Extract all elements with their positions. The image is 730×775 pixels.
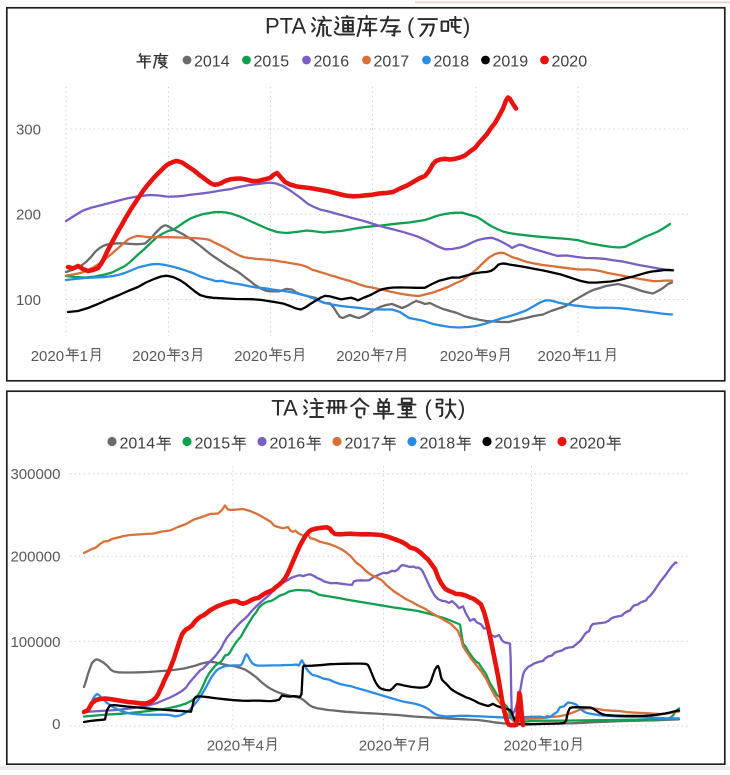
svg-text:2020: 2020: [440, 348, 473, 365]
svg-text:PTA: PTA: [265, 13, 306, 38]
svg-text:2020: 2020: [31, 348, 64, 365]
svg-text:0: 0: [52, 716, 60, 733]
svg-text:2014: 2014: [194, 53, 230, 70]
svg-text:7: 7: [385, 348, 393, 365]
svg-text:200: 200: [16, 207, 41, 224]
svg-text:(: (: [407, 13, 415, 38]
svg-text:2015: 2015: [195, 435, 231, 452]
svg-text:2020: 2020: [538, 348, 571, 365]
svg-text:300000: 300000: [10, 466, 60, 483]
svg-text:300: 300: [16, 121, 41, 138]
svg-text:2017: 2017: [374, 53, 410, 70]
svg-text:2020: 2020: [132, 348, 165, 365]
svg-text:2020: 2020: [359, 738, 392, 755]
svg-text:2016: 2016: [270, 435, 306, 452]
svg-text:10: 10: [552, 738, 569, 755]
svg-text:2019: 2019: [493, 53, 529, 70]
svg-text:5: 5: [283, 348, 291, 365]
svg-text:2015: 2015: [254, 53, 290, 70]
svg-text:4: 4: [256, 738, 264, 755]
svg-text:9: 9: [489, 348, 497, 365]
svg-text:2014: 2014: [120, 435, 156, 452]
svg-text:2018: 2018: [420, 435, 456, 452]
svg-text:2016: 2016: [314, 53, 350, 70]
svg-text:2020: 2020: [552, 53, 588, 70]
svg-text:100000: 100000: [10, 634, 60, 651]
svg-text:2020: 2020: [336, 348, 369, 365]
svg-text:2019: 2019: [495, 435, 531, 452]
svg-text:7: 7: [408, 738, 416, 755]
svg-text:200000: 200000: [10, 549, 60, 566]
svg-text:2020: 2020: [504, 738, 537, 755]
svg-text:1: 1: [80, 348, 88, 365]
svg-text:2018: 2018: [434, 53, 470, 70]
svg-text:11: 11: [586, 348, 602, 365]
svg-text:): ): [463, 13, 470, 38]
svg-text:2020: 2020: [570, 435, 606, 452]
svg-text:(: (: [425, 396, 433, 421]
svg-text:3: 3: [181, 348, 189, 365]
svg-text:): ): [458, 396, 465, 421]
svg-text:2020: 2020: [207, 738, 240, 755]
svg-text:100: 100: [16, 292, 41, 309]
svg-text:2020: 2020: [234, 348, 267, 365]
svg-text:TA: TA: [271, 396, 298, 421]
svg-text:2017: 2017: [345, 435, 381, 452]
